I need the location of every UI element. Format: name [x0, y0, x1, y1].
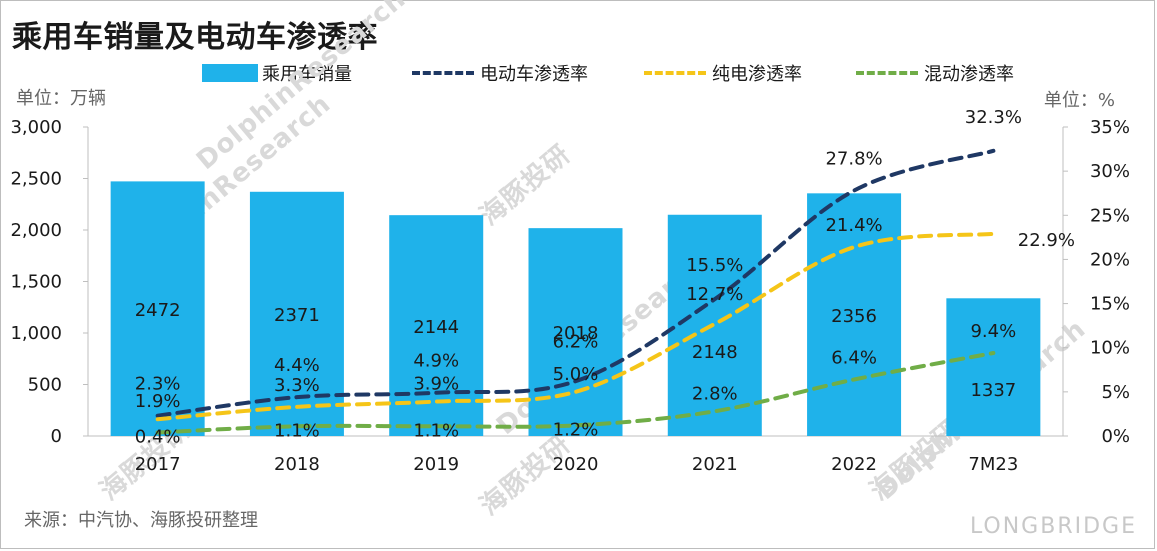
legend-item-bev: 纯电渗透率 — [644, 60, 802, 86]
bar-value-label: 1337 — [970, 380, 1016, 401]
chart-title: 乘用车销量及电动车渗透率 — [12, 20, 378, 55]
right-tick-label: 20% — [1090, 249, 1130, 270]
legend-label-phev: 混动渗透率 — [924, 64, 1014, 85]
line-bev-label: 3.3% — [274, 375, 320, 396]
bar-value-label: 2371 — [274, 305, 320, 326]
bar-value-label: 2148 — [692, 342, 738, 363]
left-tick-label: 500 — [28, 375, 62, 396]
line-ev-label: 32.3% — [965, 107, 1022, 128]
bar-value-label: 2356 — [831, 306, 877, 327]
legend-item-phev: 混动渗透率 — [856, 60, 1014, 86]
line-ev-label: 4.4% — [274, 355, 320, 376]
line-ev-label: 27.8% — [825, 149, 882, 170]
line-bev-label: 1.9% — [135, 391, 181, 412]
left-tick-label: 0 — [51, 426, 62, 447]
x-tick-label: 2020 — [553, 454, 599, 475]
legend-label-bev: 纯电渗透率 — [712, 64, 802, 85]
legend-swatch-bev — [644, 71, 706, 75]
line-ev-label: 2.3% — [135, 374, 181, 395]
right-tick-label: 15% — [1090, 294, 1130, 315]
bar-sales — [946, 298, 1041, 436]
brand-logo: LONGBRIDGE — [969, 514, 1137, 539]
x-tick-label: 2018 — [274, 454, 320, 475]
line-ev-label: 6.2% — [553, 331, 599, 352]
right-tick-label: 25% — [1090, 205, 1130, 226]
line-bev — [155, 231, 996, 422]
bar-sales — [807, 193, 902, 436]
legend-label-sales: 乘用车销量 — [262, 64, 352, 85]
line-bev-label: 22.9% — [1018, 230, 1075, 251]
line-phev-label: 1.1% — [274, 420, 320, 441]
legend-swatch-sales — [202, 64, 258, 82]
source-note: 来源：中汽协、海豚投研整理 — [24, 510, 258, 531]
bar-sales — [528, 228, 623, 436]
left-tick-label: 2,000 — [10, 220, 62, 241]
x-tick-label: 2022 — [831, 454, 877, 475]
right-tick-label: 35% — [1090, 117, 1130, 138]
right-tick-label: 30% — [1090, 161, 1130, 182]
line-phev-label: 6.4% — [831, 347, 877, 368]
line-phev-label: 1.1% — [413, 420, 459, 441]
right-tick-label: 5% — [1101, 382, 1130, 403]
left-tick-label: 1,500 — [10, 272, 62, 293]
right-tick-label: 0% — [1101, 426, 1130, 447]
legend: 乘用车销量 电动车渗透率 纯电渗透率 混动渗透率 — [0, 60, 1157, 86]
line-bev-label: 12.7% — [686, 284, 743, 305]
left-tick-label: 3,000 — [10, 117, 62, 138]
left-tick-label: 2,500 — [10, 169, 62, 190]
x-tick-label: 2019 — [413, 454, 459, 475]
right-axis-unit: 单位：% — [1043, 90, 1115, 111]
legend-item-ev: 电动车渗透率 — [412, 60, 588, 86]
line-ev-label: 15.5% — [686, 255, 743, 276]
line-phev — [155, 351, 996, 435]
bar-value-label: 2472 — [135, 300, 181, 321]
right-tick-label: 10% — [1090, 338, 1130, 359]
bar-value-label: 2018 — [553, 323, 599, 344]
x-tick-label: 2021 — [692, 454, 738, 475]
line-phev-label: 0.4% — [135, 426, 181, 447]
line-bev-label: 5.0% — [553, 364, 599, 385]
legend-swatch-ev — [412, 71, 474, 75]
left-axis-unit: 单位：万辆 — [16, 88, 106, 109]
line-phev-label: 2.8% — [692, 383, 738, 404]
legend-label-ev: 电动车渗透率 — [480, 64, 588, 85]
line-phev-label: 9.4% — [970, 321, 1016, 342]
bar-value-label: 2144 — [413, 317, 459, 338]
x-tick-label: 7M23 — [968, 454, 1018, 475]
line-bev-label: 3.9% — [413, 374, 459, 395]
legend-item-sales: 乘用车销量 — [202, 60, 352, 86]
line-phev-label: 1.2% — [553, 419, 599, 440]
bar-sales — [110, 181, 205, 436]
left-tick-label: 1,000 — [10, 323, 62, 344]
line-ev — [155, 148, 996, 418]
legend-swatch-phev — [856, 71, 918, 75]
line-ev-label: 4.9% — [413, 351, 459, 372]
bar-sales — [667, 214, 762, 436]
x-tick-label: 2017 — [135, 454, 181, 475]
line-bev-label: 21.4% — [825, 215, 882, 236]
